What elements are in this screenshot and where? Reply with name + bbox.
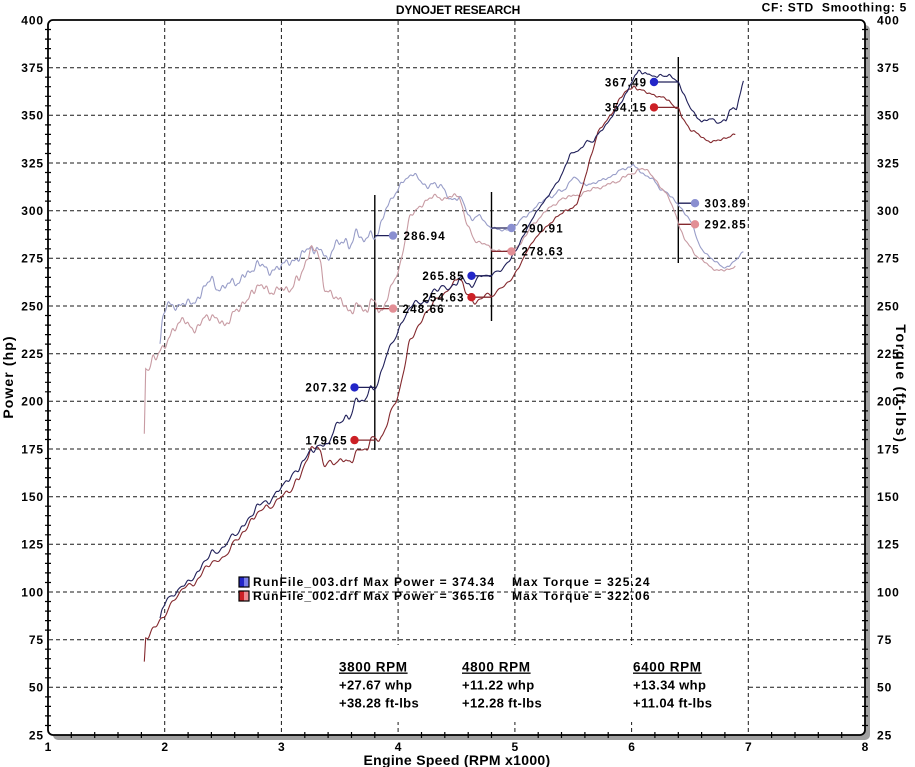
svg-text:250: 250 — [21, 299, 44, 313]
svg-text:50: 50 — [877, 681, 892, 695]
svg-text:265.85: 265.85 — [422, 271, 464, 283]
svg-text:5: 5 — [512, 740, 519, 754]
svg-text:6400 RPM: 6400 RPM — [633, 660, 702, 675]
svg-text:254.63: 254.63 — [422, 293, 464, 305]
svg-text:125: 125 — [877, 538, 900, 552]
svg-text:6: 6 — [628, 740, 635, 754]
svg-text:278.63: 278.63 — [522, 247, 564, 259]
svg-text:Power (hp): Power (hp) — [0, 335, 16, 418]
svg-text:354.15: 354.15 — [605, 103, 647, 115]
svg-text:375: 375 — [21, 61, 44, 75]
svg-text:+11.22 whp: +11.22 whp — [462, 678, 535, 693]
svg-text:290.91: 290.91 — [522, 223, 564, 235]
svg-text:248.66: 248.66 — [403, 304, 445, 316]
svg-text:375: 375 — [877, 61, 900, 75]
svg-text:RunFile_002.drf Max Power = 36: RunFile_002.drf Max Power = 365.16 — [253, 589, 495, 603]
svg-text:275: 275 — [21, 252, 44, 266]
svg-text:275: 275 — [877, 252, 900, 266]
svg-text:25: 25 — [29, 728, 44, 742]
svg-text:367.49: 367.49 — [605, 77, 647, 89]
svg-text:150: 150 — [21, 490, 44, 504]
svg-text:50: 50 — [29, 681, 44, 695]
svg-text:4: 4 — [395, 740, 402, 754]
svg-text:225: 225 — [877, 347, 900, 361]
svg-text:175: 175 — [877, 442, 900, 456]
svg-text:325: 325 — [877, 156, 900, 170]
svg-text:Max Torque = 322.06: Max Torque = 322.06 — [512, 589, 651, 603]
svg-text:+11.04 ft-lbs: +11.04 ft-lbs — [633, 696, 712, 711]
svg-text:179.65: 179.65 — [305, 435, 347, 447]
svg-text:Engine Speed (RPM x1000): Engine Speed (RPM x1000) — [364, 752, 551, 767]
svg-text:300: 300 — [21, 204, 44, 218]
svg-text:325: 325 — [21, 156, 44, 170]
svg-text:CF: STD Smoothing: 5: CF: STD Smoothing: 5 — [762, 1, 907, 15]
svg-text:225: 225 — [21, 347, 44, 361]
svg-text:175: 175 — [21, 442, 44, 456]
svg-text:292.85: 292.85 — [705, 220, 747, 232]
svg-text:3800 RPM: 3800 RPM — [339, 660, 408, 675]
svg-text:150: 150 — [877, 490, 900, 504]
svg-text:Torque (ft-lbs): Torque (ft-lbs) — [893, 324, 909, 443]
svg-text:7: 7 — [745, 740, 752, 754]
svg-text:100: 100 — [877, 585, 900, 599]
svg-text:3: 3 — [278, 740, 285, 754]
svg-text:1: 1 — [45, 740, 52, 754]
svg-text:300: 300 — [877, 204, 900, 218]
svg-text:4800 RPM: 4800 RPM — [462, 660, 531, 675]
svg-text:75: 75 — [877, 633, 892, 647]
svg-text:200: 200 — [877, 395, 900, 409]
svg-text:303.89: 303.89 — [705, 199, 747, 211]
svg-text:350: 350 — [21, 109, 44, 123]
svg-text:25: 25 — [877, 728, 892, 742]
svg-text:8: 8 — [862, 740, 869, 754]
svg-text:286.94: 286.94 — [404, 231, 446, 243]
svg-text:+13.34 whp: +13.34 whp — [633, 678, 706, 693]
svg-text:RunFile_003.drf Max Power = 37: RunFile_003.drf Max Power = 374.34 — [253, 575, 495, 589]
svg-text:Max Torque = 325.24: Max Torque = 325.24 — [512, 575, 651, 589]
svg-text:350: 350 — [877, 109, 900, 123]
svg-text:DYNOJET RESEARCH: DYNOJET RESEARCH — [396, 3, 520, 17]
svg-text:2: 2 — [161, 740, 168, 754]
svg-text:250: 250 — [877, 299, 900, 313]
svg-text:100: 100 — [21, 585, 44, 599]
svg-text:+38.28 ft-lbs: +38.28 ft-lbs — [339, 696, 419, 711]
svg-text:75: 75 — [29, 633, 44, 647]
svg-text:400: 400 — [877, 13, 900, 27]
svg-text:400: 400 — [21, 13, 44, 27]
svg-text:125: 125 — [21, 538, 44, 552]
svg-text:+27.67 whp: +27.67 whp — [339, 678, 412, 693]
svg-text:200: 200 — [21, 395, 44, 409]
svg-text:207.32: 207.32 — [305, 383, 347, 395]
svg-text:+12.28 ft-lbs: +12.28 ft-lbs — [462, 696, 542, 711]
